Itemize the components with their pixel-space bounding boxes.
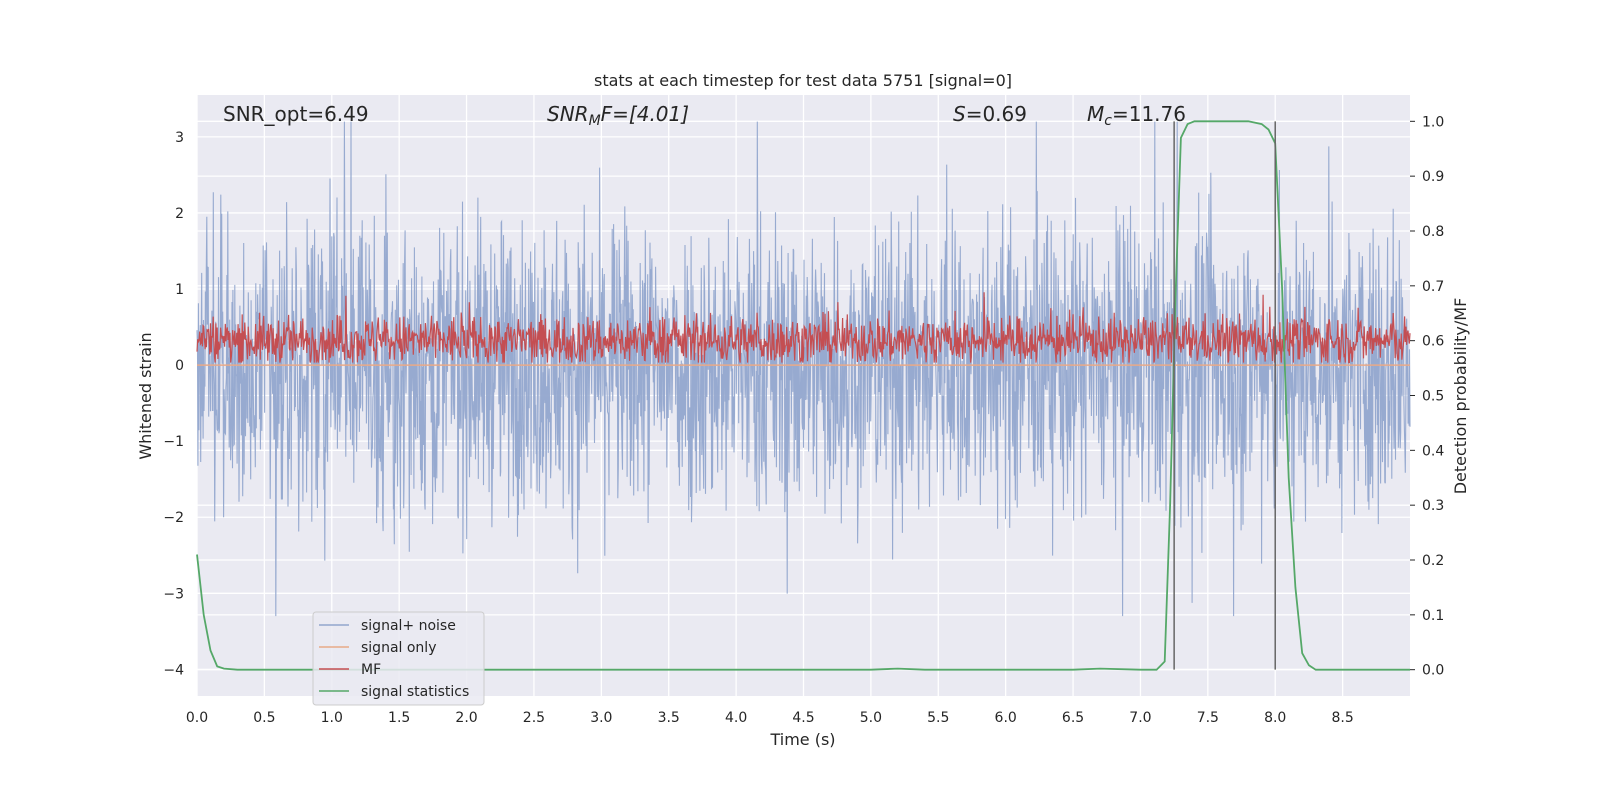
annotation-snr-opt: SNR_opt=6.49 <box>223 102 369 126</box>
y-tick-label-right: 0.4 <box>1422 443 1444 459</box>
y-tick-label-right: 0.3 <box>1422 498 1444 514</box>
y-tick-label-left: 2 <box>175 206 184 222</box>
y-tick-label-right: 1.0 <box>1422 114 1444 130</box>
y-tick-label-right: 0.7 <box>1422 279 1444 295</box>
x-tick-label: 6.0 <box>995 710 1017 726</box>
x-tick-label: 5.5 <box>927 710 949 726</box>
series-mf <box>196 292 1411 364</box>
legend: signal+ noise signal only MF signal stat… <box>312 611 485 706</box>
legend-label-signal-only: signal only <box>361 640 436 656</box>
x-tick-label: 7.5 <box>1197 710 1219 726</box>
signal-statistics-line <box>196 120 1410 671</box>
annotation-s: S=0.69 <box>953 102 1027 126</box>
y-tick-label-right: 0.0 <box>1422 663 1444 679</box>
annotation-snr-mf-symbol: SNR <box>547 102 589 126</box>
x-tick-label: 1.5 <box>388 710 410 726</box>
tick-labels: 0.0 0.5 1.0 1.5 2.0 2.5 3.0 3.5 4.0 4.5 5.0 5.5 6.0 6… <box>163 114 1444 726</box>
y-axis-label-right: Detection probability/MF <box>1451 298 1470 495</box>
y-tick-label-left: −1 <box>163 434 184 450</box>
annotation-snr-mf-value: F=[4.01] <box>601 102 689 126</box>
vertical-markers <box>1173 121 1276 670</box>
legend-box <box>312 611 485 706</box>
x-tick-label: 0.0 <box>186 710 208 726</box>
x-tick-label: 7.0 <box>1129 710 1151 726</box>
y-tick-label-right: 0.1 <box>1422 608 1444 624</box>
x-tick-label: 4.0 <box>725 710 747 726</box>
y-tick-label-right: 0.2 <box>1422 553 1444 569</box>
y-tick-label-left: 0 <box>175 358 184 374</box>
x-tick-label: 4.5 <box>792 710 814 726</box>
y-tick-label-left: −2 <box>163 510 184 526</box>
annotation-mc-symbol: M <box>1087 102 1104 126</box>
signal-noise-line <box>196 121 1411 617</box>
annotation-s-value: =0.69 <box>966 102 1027 126</box>
chart-title: stats at each timestep for test data 575… <box>594 71 1012 90</box>
x-tick-label: 8.5 <box>1331 710 1353 726</box>
x-tick-label: 6.5 <box>1062 710 1084 726</box>
x-tick-label: 3.5 <box>658 710 680 726</box>
x-tick-label: 5.0 <box>860 710 882 726</box>
x-tick-label: 8.0 <box>1264 710 1286 726</box>
y-tick-label-left: 3 <box>175 130 184 146</box>
y-axis-label-left: Whitened strain <box>136 332 155 459</box>
series-signal-statistics <box>196 120 1410 671</box>
x-tick-label: 3.0 <box>590 710 612 726</box>
y-tick-label-right: 0.8 <box>1422 224 1444 240</box>
x-tick-label: 0.5 <box>253 710 275 726</box>
y-tick-label-right: 0.9 <box>1422 169 1444 185</box>
annotation-mc-subscript: c <box>1104 113 1112 129</box>
annotation-snr-mf: SNRMF=[4.01] <box>547 102 689 129</box>
y-tick-label-left: −3 <box>163 586 184 602</box>
x-axis-label: Time (s) <box>769 730 835 749</box>
y-tick-label-right: 0.5 <box>1422 389 1444 405</box>
y-tick-label-left: 1 <box>175 282 184 298</box>
legend-label-signal-noise: signal+ noise <box>361 618 456 634</box>
annotation-mc-value: =11.76 <box>1112 102 1186 126</box>
legend-label-signal-statistics: signal statistics <box>361 684 469 700</box>
x-tick-label: 2.5 <box>523 710 545 726</box>
y-tick-label-left: −4 <box>163 662 184 678</box>
mf-line <box>196 292 1411 364</box>
x-tick-label: 1.0 <box>321 710 343 726</box>
annotation-snr-mf-subscript: M <box>589 113 601 129</box>
legend-label-mf: MF <box>361 662 381 678</box>
y-tick-label-right: 0.6 <box>1422 334 1444 350</box>
annotation-mc: Mc=11.76 <box>1087 102 1186 129</box>
series-signal-noise <box>196 121 1411 617</box>
x-tick-label: 2.0 <box>455 710 477 726</box>
annotation-s-symbol: S <box>953 102 966 126</box>
